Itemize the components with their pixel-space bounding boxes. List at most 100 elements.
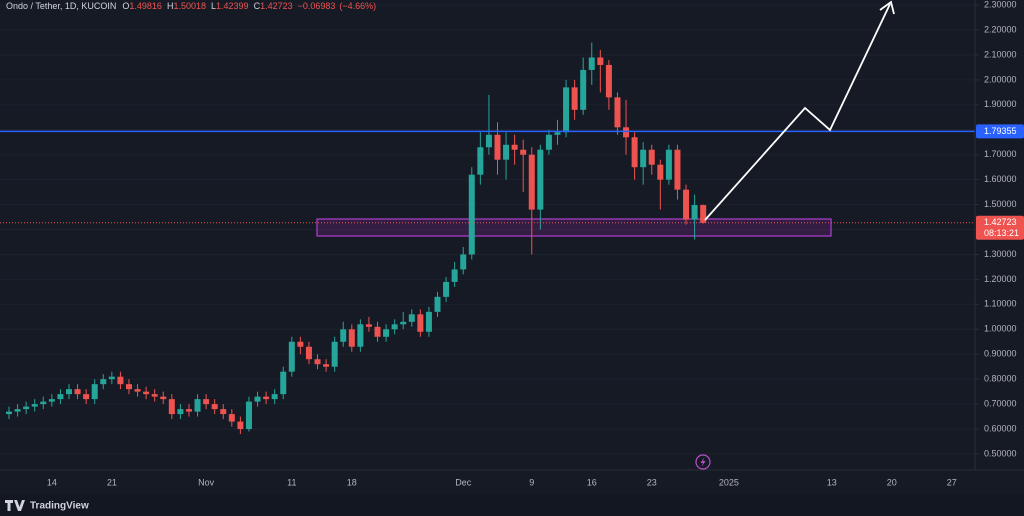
x-tick-label: 18	[347, 477, 357, 487]
x-tick-label: 9	[529, 477, 534, 487]
symbol-title: Ondo / Tether, 1D, KUCOIN	[6, 1, 116, 11]
ohlc-letter: L	[211, 1, 216, 11]
candle-body	[700, 205, 707, 223]
candle-body	[280, 371, 287, 395]
price-label-box	[976, 124, 1024, 139]
candle-body	[57, 394, 64, 400]
y-tick-label: 2.00000	[984, 74, 1017, 84]
candle-body	[168, 399, 175, 415]
candle-body	[623, 127, 630, 138]
candle-body	[691, 205, 698, 220]
candle-body	[237, 421, 244, 430]
price-label: 1.79355	[984, 126, 1017, 136]
candle-body	[545, 134, 552, 150]
x-tick-label: 16	[587, 477, 597, 487]
y-tick-label: 0.70000	[984, 398, 1017, 408]
y-tick-label: 1.50000	[984, 199, 1017, 209]
event-icon	[695, 454, 711, 470]
y-tick-label: 0.80000	[984, 374, 1017, 384]
candle-body	[640, 149, 647, 168]
ohlc-value: 1.50018	[173, 1, 206, 11]
x-tick-label: 13	[827, 477, 837, 487]
candle-body	[211, 404, 218, 410]
ohlc-value: 1.42399	[216, 1, 249, 11]
candle-body	[443, 281, 450, 297]
candle-body	[108, 376, 115, 380]
candle-body	[203, 399, 210, 405]
candle-body	[408, 314, 415, 322]
candle-body	[331, 341, 338, 367]
candle-body	[588, 57, 595, 70]
x-tick-label: 11	[287, 477, 296, 487]
y-tick-label: 0.50000	[984, 448, 1017, 458]
header: Ondo / Tether, 1D, KUCOIN O1.49816 H1.5001…	[6, 1, 376, 11]
ohlc-letter: H	[167, 1, 174, 11]
candle-body	[374, 326, 381, 337]
brand: TradingView	[30, 501, 89, 512]
candle-body	[597, 57, 604, 65]
candle-body	[40, 401, 47, 405]
candle-body	[563, 87, 570, 133]
candles	[6, 42, 707, 435]
footer	[0, 494, 1024, 516]
candle-body	[117, 376, 124, 385]
y-tick-label: 1.70000	[984, 149, 1017, 159]
candle-body	[451, 269, 458, 282]
arrow-head	[879, 0, 895, 15]
logo-mark	[5, 500, 25, 511]
last-price-box	[976, 215, 1024, 240]
candle-body	[683, 189, 690, 220]
x-tick-label: 2025	[719, 477, 739, 487]
candle-body	[537, 149, 544, 210]
candle-body	[100, 379, 107, 385]
candle-body	[340, 329, 347, 342]
candle-body	[494, 134, 501, 160]
y-tick-label: 1.90000	[984, 99, 1017, 109]
candle-body	[614, 97, 621, 128]
candle-body	[151, 394, 158, 397]
candle-body	[605, 64, 612, 98]
candle-body	[674, 149, 681, 190]
candle-body	[177, 409, 184, 415]
y-tick-label: 1.00000	[984, 324, 1017, 334]
event-bolt	[700, 457, 706, 467]
candle-body	[357, 324, 364, 347]
projection-arrow	[704, 3, 891, 221]
candle-body	[271, 394, 278, 400]
candle-body	[48, 399, 55, 402]
candle-body	[288, 341, 295, 372]
candle-body	[23, 406, 30, 410]
ohlc-letter: O	[122, 1, 129, 11]
axes: 0.50000 0.60000 0.70000 0.80000 0.90000 1.000…	[47, 0, 1024, 487]
candle-body	[365, 324, 372, 327]
candle-body	[91, 384, 98, 400]
candle-body	[31, 404, 38, 407]
candle-body	[254, 396, 261, 402]
candle-body	[391, 324, 398, 330]
candle-body	[314, 359, 321, 365]
change-pct: (−4.66%)	[339, 1, 376, 11]
ohlc-value: 1.49816	[129, 1, 162, 11]
candle-body	[83, 394, 90, 400]
candle-body	[460, 254, 467, 270]
y-tick-label: 1.10000	[984, 299, 1017, 309]
candle-body	[6, 411, 12, 415]
candle-body	[571, 87, 578, 110]
candle-body	[648, 149, 655, 165]
candle-body	[511, 144, 518, 150]
ohlc-letter: C	[254, 1, 261, 11]
last-price-label: 1.42723	[984, 217, 1017, 227]
x-tick-label: 21	[107, 477, 117, 487]
x-tick-label: 23	[647, 477, 657, 487]
candle-body	[125, 384, 132, 390]
candle-body	[194, 399, 201, 412]
candle-body	[297, 341, 304, 347]
candle-body	[503, 144, 510, 160]
y-tick-label: 1.30000	[984, 249, 1017, 259]
y-tick-label: 1.20000	[984, 274, 1017, 284]
candle-body	[263, 396, 270, 400]
change: −0.06983	[298, 1, 336, 11]
candle-body	[305, 346, 312, 360]
candle-body	[245, 401, 252, 430]
